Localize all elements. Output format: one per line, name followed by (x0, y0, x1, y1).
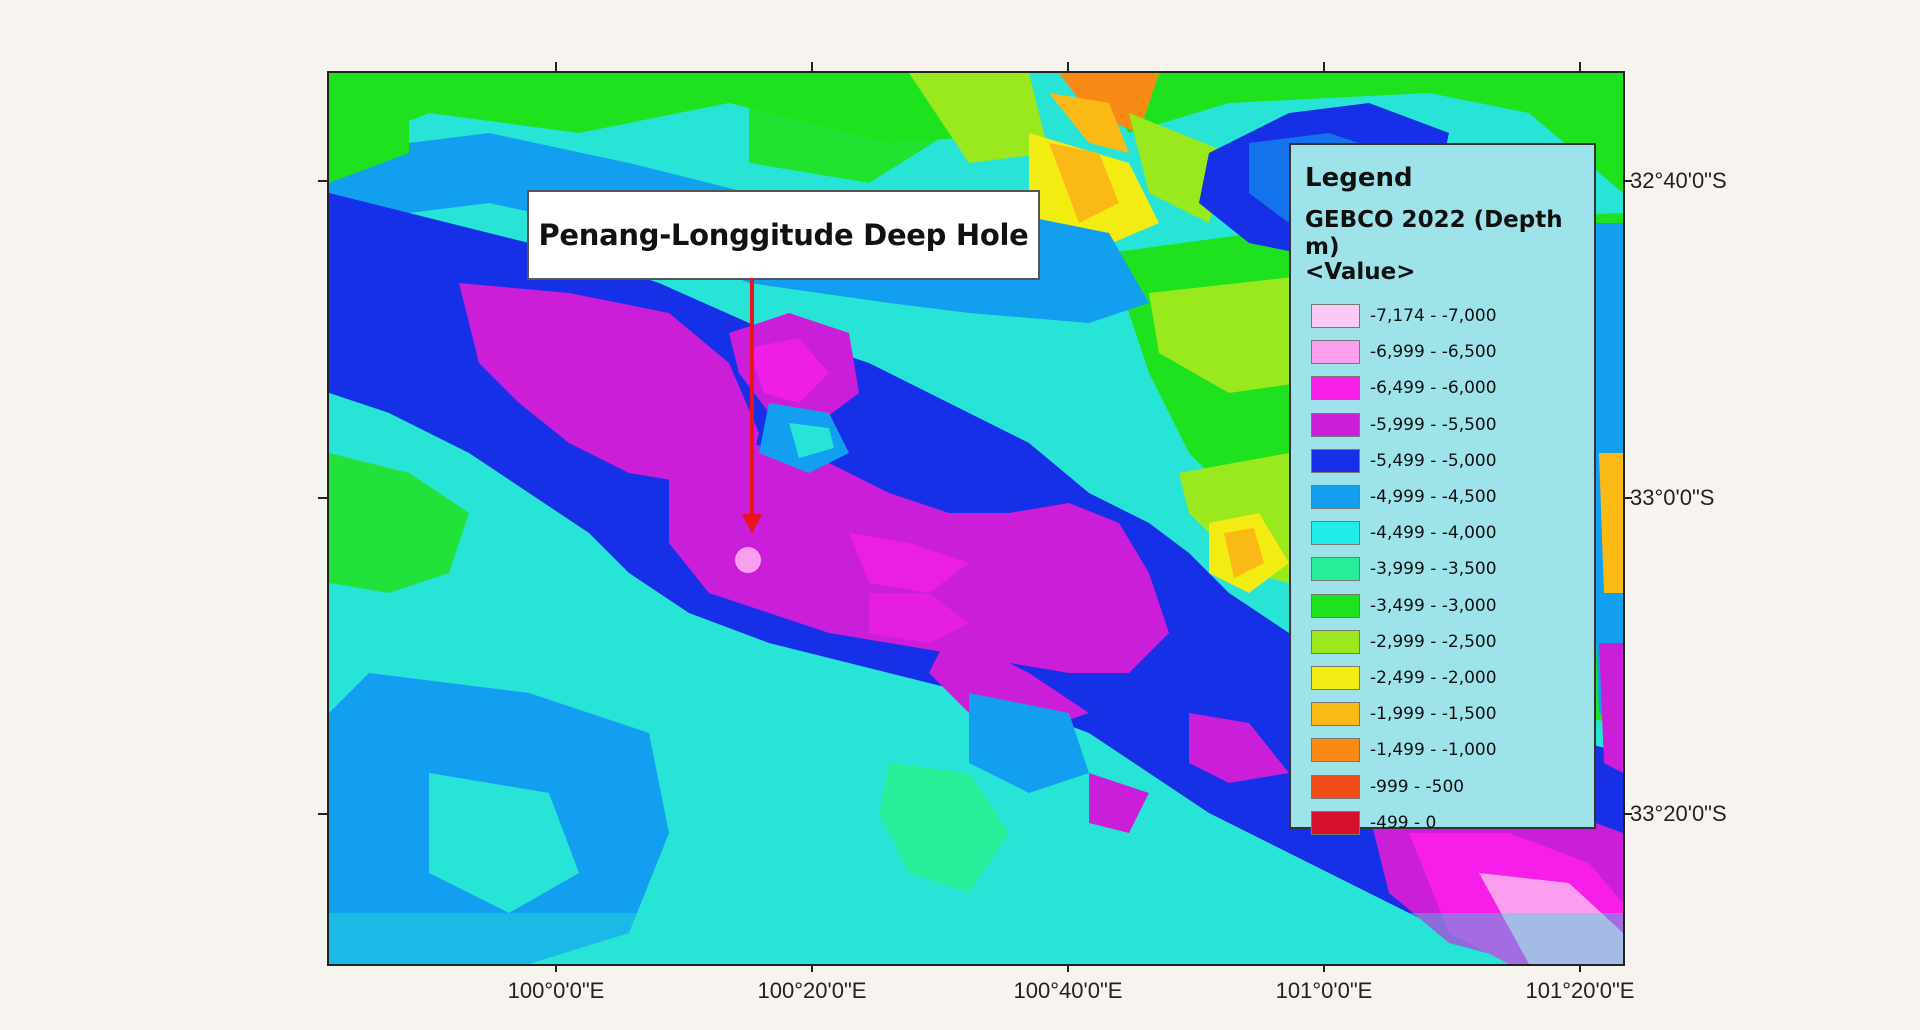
legend-title: Legend (1305, 163, 1413, 193)
legend-label: -3,999 - -3,500 (1370, 559, 1497, 580)
legend-panel: Legend GEBCO 2022 (Depth m) <Value> -7,1… (1289, 143, 1596, 835)
legend-item: -499 - 0 (1305, 805, 1580, 841)
legend-swatch (1311, 810, 1360, 835)
legend-item: -7,174 - -7,000 (1305, 298, 1580, 334)
legend-value-label: <Value> (1305, 259, 1416, 285)
tick-bottom-3 (1067, 964, 1069, 972)
tick-bottom-4 (1323, 964, 1325, 972)
legend-item: -4,499 - -4,000 (1305, 515, 1580, 551)
legend-subtitle: GEBCO 2022 (Depth m) (1305, 207, 1563, 260)
legend-swatch (1311, 412, 1360, 437)
legend-item: -5,499 - -5,000 (1305, 443, 1580, 479)
legend-item: -1,499 - -1,000 (1305, 732, 1580, 768)
legend-swatch (1311, 521, 1360, 546)
tick-left-3 (318, 813, 327, 815)
tick-top-4 (1323, 62, 1325, 71)
legend-item: -3,499 - -3,000 (1305, 588, 1580, 624)
longitude-label: 100°0'0"E (507, 978, 605, 1003)
legend-item: -6,499 - -6,000 (1305, 370, 1580, 406)
legend-item: -3,999 - -3,500 (1305, 551, 1580, 587)
tick-left-1 (318, 180, 327, 182)
legend-label: -2,499 - -2,000 (1370, 667, 1497, 688)
callout-box: Penang-Longgitude Deep Hole (527, 190, 1040, 280)
legend-label: -999 - -500 (1370, 776, 1465, 797)
legend-swatch (1311, 665, 1360, 690)
legend-swatch (1311, 629, 1360, 654)
callout-label: Penang-Longgitude Deep Hole (538, 218, 1029, 252)
legend-label: -1,499 - -1,000 (1370, 740, 1497, 761)
legend-label: -5,999 - -5,500 (1370, 414, 1497, 435)
tick-left-2 (318, 497, 327, 499)
tick-top-2 (811, 62, 813, 71)
legend-item: -1,999 - -1,500 (1305, 696, 1580, 732)
tick-right-3 (1623, 813, 1632, 815)
legend-swatch (1311, 774, 1360, 799)
legend-item: -4,999 - -4,500 (1305, 479, 1580, 515)
legend-label: -4,999 - -4,500 (1370, 487, 1497, 508)
tick-top-1 (555, 62, 557, 71)
longitude-label: 100°40'0"E (1013, 978, 1123, 1003)
legend-item: -6,999 - -6,500 (1305, 334, 1580, 370)
legend-label: -4,499 - -4,000 (1370, 523, 1497, 544)
tick-top-5 (1579, 62, 1581, 71)
legend-item: -2,999 - -2,500 (1305, 624, 1580, 660)
legend-label: -499 - 0 (1370, 812, 1437, 833)
latitude-label: 32°40'0"S (1630, 168, 1727, 193)
legend-item: -5,999 - -5,500 (1305, 407, 1580, 443)
tick-right-2 (1623, 497, 1632, 499)
tick-bottom-2 (811, 964, 813, 972)
legend-list: -7,174 - -7,000 -6,999 - -6,500 -6,499 - -… (1305, 298, 1580, 841)
legend-label: -5,499 - -5,000 (1370, 450, 1497, 471)
legend-swatch (1311, 304, 1360, 329)
legend-label: -6,999 - -6,500 (1370, 342, 1497, 363)
legend-label: -7,174 - -7,000 (1370, 306, 1497, 327)
legend-label: -6,499 - -6,000 (1370, 378, 1497, 399)
legend-swatch (1311, 448, 1360, 473)
legend-swatch (1311, 376, 1360, 401)
legend-label: -2,999 - -2,500 (1370, 631, 1497, 652)
legend-swatch (1311, 557, 1360, 582)
latitude-label: 33°20'0"S (1630, 801, 1727, 826)
tick-top-3 (1067, 62, 1069, 71)
legend-label: -3,499 - -3,000 (1370, 595, 1497, 616)
legend-swatch (1311, 702, 1360, 727)
longitude-label: 101°0'0"E (1275, 978, 1373, 1003)
legend-label: -1,999 - -1,500 (1370, 704, 1497, 725)
tick-bottom-5 (1579, 964, 1581, 972)
legend-swatch (1311, 340, 1360, 365)
legend-item: -999 - -500 (1305, 768, 1580, 804)
latitude-label: 33°0'0"S (1630, 485, 1715, 510)
longitude-label: 100°20'0"E (757, 978, 867, 1003)
legend-swatch (1311, 738, 1360, 763)
legend-item: -2,499 - -2,000 (1305, 660, 1580, 696)
tick-bottom-1 (555, 964, 557, 972)
legend-swatch (1311, 485, 1360, 510)
longitude-label: 101°20'0"E (1525, 978, 1635, 1003)
tick-right-1 (1623, 180, 1632, 182)
legend-swatch (1311, 593, 1360, 618)
